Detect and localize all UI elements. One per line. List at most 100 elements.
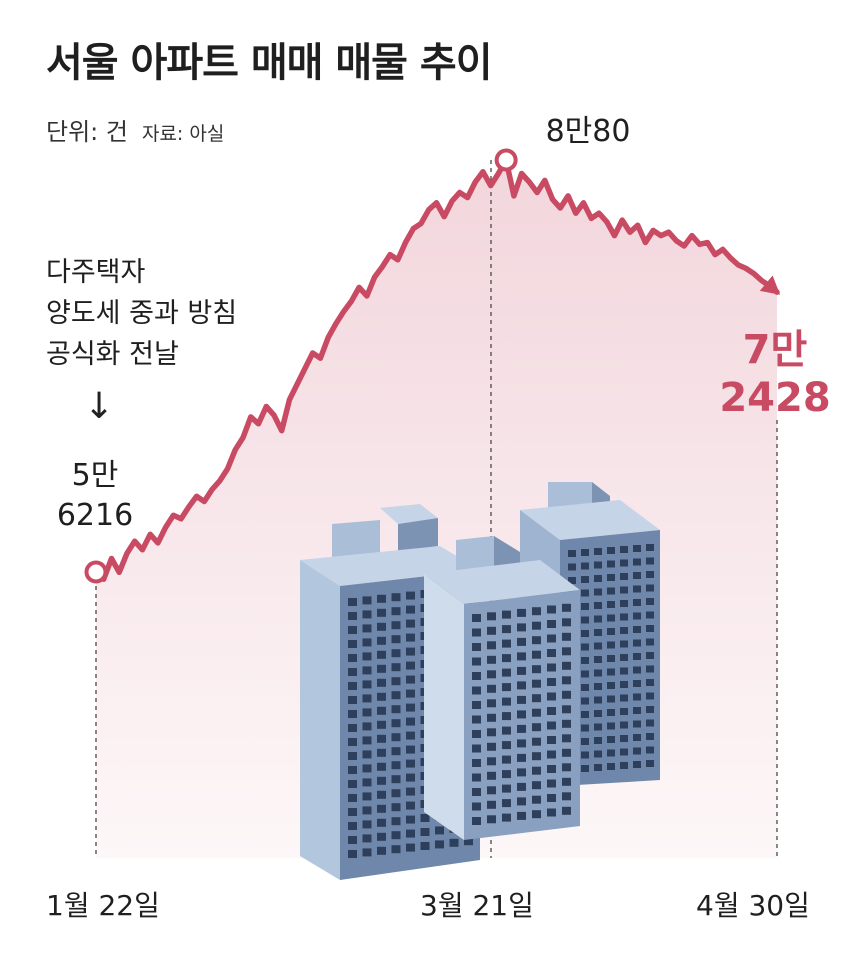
window (581, 549, 589, 556)
window (594, 575, 602, 582)
window (487, 655, 496, 664)
window (348, 640, 357, 648)
window (532, 795, 541, 804)
window (391, 803, 401, 812)
window (502, 813, 511, 822)
window (532, 810, 541, 819)
window (362, 610, 372, 619)
window (391, 733, 401, 742)
window (547, 721, 556, 730)
window (472, 686, 481, 695)
window (502, 697, 511, 706)
x-tick-label: 1월 22일 (46, 889, 160, 922)
window (547, 678, 556, 686)
window (362, 806, 372, 815)
window (562, 734, 571, 743)
window (562, 719, 571, 728)
window (487, 742, 496, 751)
window (472, 817, 481, 825)
window (472, 802, 481, 811)
window (620, 573, 628, 580)
window (487, 684, 496, 693)
window (464, 837, 473, 846)
window (633, 747, 641, 755)
window (502, 683, 511, 692)
window (594, 656, 602, 663)
annotation-line: 양도세 중과 방침 (46, 298, 238, 329)
window (348, 738, 357, 746)
window (532, 636, 541, 645)
window (547, 750, 556, 759)
window (633, 599, 641, 606)
window (348, 780, 357, 788)
window (406, 703, 415, 712)
window (646, 638, 654, 646)
window (581, 738, 589, 745)
peak-point-marker (494, 148, 518, 172)
window (391, 593, 401, 602)
window (472, 672, 481, 680)
window (547, 605, 556, 614)
window (391, 621, 401, 630)
window (562, 603, 571, 612)
window (377, 818, 386, 827)
window (620, 546, 628, 553)
peak-value-label: 8만80 (545, 114, 631, 149)
window (517, 695, 526, 704)
window (487, 786, 496, 795)
window (348, 808, 357, 816)
window (502, 755, 511, 764)
window (581, 684, 589, 691)
window (568, 577, 576, 584)
window (646, 719, 654, 727)
window (517, 608, 526, 617)
window (547, 663, 556, 672)
window (391, 663, 401, 672)
policy-annotation: 다주택자 양도세 중과 방침 공식화 전날 (46, 252, 237, 375)
unit-label: 단위: 건 (46, 118, 128, 146)
window (487, 626, 496, 635)
source-label: 자료: 아실 (141, 123, 225, 145)
window (568, 563, 576, 571)
window (646, 652, 654, 659)
window (502, 639, 511, 648)
window (362, 778, 372, 787)
window (502, 784, 511, 793)
window (620, 735, 628, 742)
window (517, 811, 526, 820)
window (562, 792, 571, 801)
window (581, 670, 589, 678)
line-end-arrowhead (759, 275, 781, 295)
window (377, 608, 386, 617)
arrowhead (759, 275, 781, 295)
window (362, 666, 372, 675)
window (547, 779, 556, 788)
window (406, 633, 415, 642)
window (348, 612, 357, 620)
window (581, 751, 589, 759)
window (362, 708, 372, 717)
window (562, 748, 571, 757)
window (620, 613, 628, 621)
window (377, 706, 386, 715)
window (391, 789, 401, 798)
window (607, 628, 615, 635)
window (646, 746, 654, 754)
window (377, 776, 386, 785)
window (362, 834, 372, 843)
window (391, 817, 401, 826)
window (472, 643, 481, 651)
window (620, 762, 628, 769)
window (377, 664, 386, 673)
window (581, 765, 589, 772)
window (435, 826, 444, 835)
window (362, 848, 372, 857)
window (633, 572, 641, 579)
window (348, 668, 357, 676)
window (646, 692, 654, 700)
window (348, 850, 357, 858)
window (517, 768, 526, 777)
window (472, 715, 481, 724)
window (532, 679, 541, 688)
window (487, 641, 496, 650)
